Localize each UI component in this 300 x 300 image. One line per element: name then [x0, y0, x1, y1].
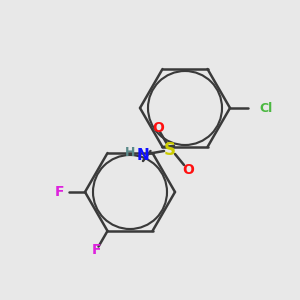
Text: N: N	[136, 148, 149, 163]
Text: H: H	[125, 146, 135, 160]
Text: F: F	[92, 243, 101, 257]
Text: O: O	[182, 163, 194, 177]
Text: F: F	[54, 185, 64, 199]
Text: S: S	[164, 141, 176, 159]
Text: Cl: Cl	[259, 101, 272, 115]
Text: O: O	[152, 121, 164, 135]
